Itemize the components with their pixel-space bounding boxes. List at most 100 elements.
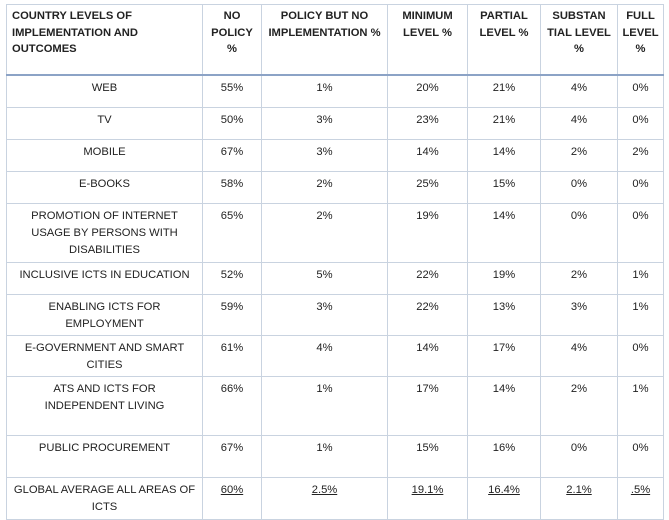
cell-partial-level: 19% bbox=[467, 261, 541, 295]
cell-policy-no-implementation: 5% bbox=[261, 261, 388, 295]
header-row: COUNTRY LEVELS OF IMPLEMENTATION AND OUT… bbox=[6, 4, 664, 76]
cell-no-policy: 67% bbox=[202, 434, 262, 478]
cell-full-level: 0% bbox=[617, 106, 664, 140]
cell-partial-level: 14% bbox=[467, 138, 541, 172]
cell-policy-no-implementation: 3% bbox=[261, 293, 388, 336]
table-row: PUBLIC PROCUREMENT 67% 1% 15% 16% 0% 0% bbox=[6, 434, 664, 478]
header-substantial-level: SUBSTAN TIAL LEVEL % bbox=[540, 4, 618, 76]
cell-partial-level: 15% bbox=[467, 170, 541, 204]
row-label: E-BOOKS bbox=[6, 170, 203, 204]
cell-minimum-level: 19% bbox=[387, 202, 468, 263]
row-label: ENABLING ICTS FOR EMPLOYMENT bbox=[6, 293, 203, 336]
cell-partial-level: 17% bbox=[467, 334, 541, 377]
cell-minimum-level: 14% bbox=[387, 334, 468, 377]
cell-policy-no-implementation: 3% bbox=[261, 138, 388, 172]
cell-substantial-level: 3% bbox=[540, 293, 618, 336]
row-label: TV bbox=[6, 106, 203, 140]
cell-minimum-level: 22% bbox=[387, 293, 468, 336]
cell-full-level: 0% bbox=[617, 170, 664, 204]
cell-minimum-level: 25% bbox=[387, 170, 468, 204]
row-label: ATS AND ICTS FOR INDEPENDENT LIVING bbox=[6, 375, 203, 436]
header-policy-no-implementation: POLICY BUT NO IMPLEMENTATION % bbox=[261, 4, 388, 76]
cell-minimum-level: 23% bbox=[387, 106, 468, 140]
cell-substantial-level: 0% bbox=[540, 202, 618, 263]
cell-minimum-level: 17% bbox=[387, 375, 468, 436]
cell-no-policy: 67% bbox=[202, 138, 262, 172]
cell-partial-level: 14% bbox=[467, 375, 541, 436]
table-row: ENABLING ICTS FOR EMPLOYMENT 59% 3% 22% … bbox=[6, 293, 664, 336]
cell-full-level: 1% bbox=[617, 293, 664, 336]
global-average-row: GLOBAL AVERAGE ALL AREAS OF ICTS 60% 2.5… bbox=[6, 476, 664, 520]
cell-minimum-level: 14% bbox=[387, 138, 468, 172]
table-row: MOBILE 67% 3% 14% 14% 2% 2% bbox=[6, 138, 664, 172]
cell-policy-no-implementation: 2.5% bbox=[261, 476, 388, 520]
cell-full-level: 0% bbox=[617, 74, 664, 108]
value-underlined: 60% bbox=[220, 483, 244, 496]
row-label: PROMOTION OF INTERNET USAGE BY PERSONS W… bbox=[6, 202, 203, 263]
cell-full-level: 0% bbox=[617, 334, 664, 377]
row-label: MOBILE bbox=[6, 138, 203, 172]
cell-substantial-level: 4% bbox=[540, 334, 618, 377]
cell-no-policy: 61% bbox=[202, 334, 262, 377]
cell-substantial-level: 4% bbox=[540, 74, 618, 108]
cell-substantial-level: 4% bbox=[540, 106, 618, 140]
cell-partial-level: 13% bbox=[467, 293, 541, 336]
header-country-levels: COUNTRY LEVELS OF IMPLEMENTATION AND OUT… bbox=[6, 4, 203, 76]
cell-full-level: 0% bbox=[617, 434, 664, 478]
table-row: PROMOTION OF INTERNET USAGE BY PERSONS W… bbox=[6, 202, 664, 263]
table-row: ATS AND ICTS FOR INDEPENDENT LIVING 66% … bbox=[6, 375, 664, 436]
value-underlined: 16.4% bbox=[488, 483, 520, 496]
cell-full-level: 1% bbox=[617, 375, 664, 436]
row-label: GLOBAL AVERAGE ALL AREAS OF ICTS bbox=[6, 476, 203, 520]
header-minimum-level: MINIMUM LEVEL % bbox=[387, 4, 468, 76]
row-label: WEB bbox=[6, 74, 203, 108]
row-label: E-GOVERNMENT AND SMART CITIES bbox=[6, 334, 203, 377]
cell-policy-no-implementation: 1% bbox=[261, 375, 388, 436]
cell-substantial-level: 2% bbox=[540, 375, 618, 436]
cell-no-policy: 59% bbox=[202, 293, 262, 336]
header-partial-level: PARTIAL LEVEL % bbox=[467, 4, 541, 76]
implementation-table: COUNTRY LEVELS OF IMPLEMENTATION AND OUT… bbox=[6, 4, 664, 520]
cell-partial-level: 21% bbox=[467, 74, 541, 108]
cell-minimum-level: 15% bbox=[387, 434, 468, 478]
cell-minimum-level: 22% bbox=[387, 261, 468, 295]
cell-partial-level: 21% bbox=[467, 106, 541, 140]
cell-policy-no-implementation: 4% bbox=[261, 334, 388, 377]
cell-minimum-level: 19.1% bbox=[387, 476, 468, 520]
cell-no-policy: 66% bbox=[202, 375, 262, 436]
row-label: INCLUSIVE ICTS IN EDUCATION bbox=[6, 261, 203, 295]
value-underlined: 2.5% bbox=[311, 483, 338, 496]
cell-partial-level: 16.4% bbox=[467, 476, 541, 520]
cell-full-level: .5% bbox=[617, 476, 664, 520]
row-label: PUBLIC PROCUREMENT bbox=[6, 434, 203, 478]
cell-no-policy: 52% bbox=[202, 261, 262, 295]
cell-substantial-level: 2% bbox=[540, 138, 618, 172]
cell-substantial-level: 2.1% bbox=[540, 476, 618, 520]
value-underlined: 19.1% bbox=[411, 483, 444, 496]
table-row: E-BOOKS 58% 2% 25% 15% 0% 0% bbox=[6, 170, 664, 204]
cell-partial-level: 14% bbox=[467, 202, 541, 263]
cell-no-policy: 58% bbox=[202, 170, 262, 204]
cell-full-level: 1% bbox=[617, 261, 664, 295]
cell-no-policy: 60% bbox=[202, 476, 262, 520]
value-underlined: 2.1% bbox=[566, 483, 592, 496]
value-underlined: .5% bbox=[630, 483, 651, 496]
cell-policy-no-implementation: 2% bbox=[261, 202, 388, 263]
cell-no-policy: 50% bbox=[202, 106, 262, 140]
table-row: WEB 55% 1% 20% 21% 4% 0% bbox=[6, 74, 664, 108]
cell-full-level: 0% bbox=[617, 202, 664, 263]
cell-policy-no-implementation: 1% bbox=[261, 74, 388, 108]
cell-partial-level: 16% bbox=[467, 434, 541, 478]
cell-policy-no-implementation: 3% bbox=[261, 106, 388, 140]
cell-minimum-level: 20% bbox=[387, 74, 468, 108]
table-row: E-GOVERNMENT AND SMART CITIES 61% 4% 14%… bbox=[6, 334, 664, 377]
cell-policy-no-implementation: 2% bbox=[261, 170, 388, 204]
cell-no-policy: 55% bbox=[202, 74, 262, 108]
cell-substantial-level: 0% bbox=[540, 434, 618, 478]
cell-no-policy: 65% bbox=[202, 202, 262, 263]
cell-policy-no-implementation: 1% bbox=[261, 434, 388, 478]
header-no-policy: NO POLICY % bbox=[202, 4, 262, 76]
header-full-level: FULL LEVEL % bbox=[617, 4, 664, 76]
cell-substantial-level: 2% bbox=[540, 261, 618, 295]
table-row: TV 50% 3% 23% 21% 4% 0% bbox=[6, 106, 664, 140]
